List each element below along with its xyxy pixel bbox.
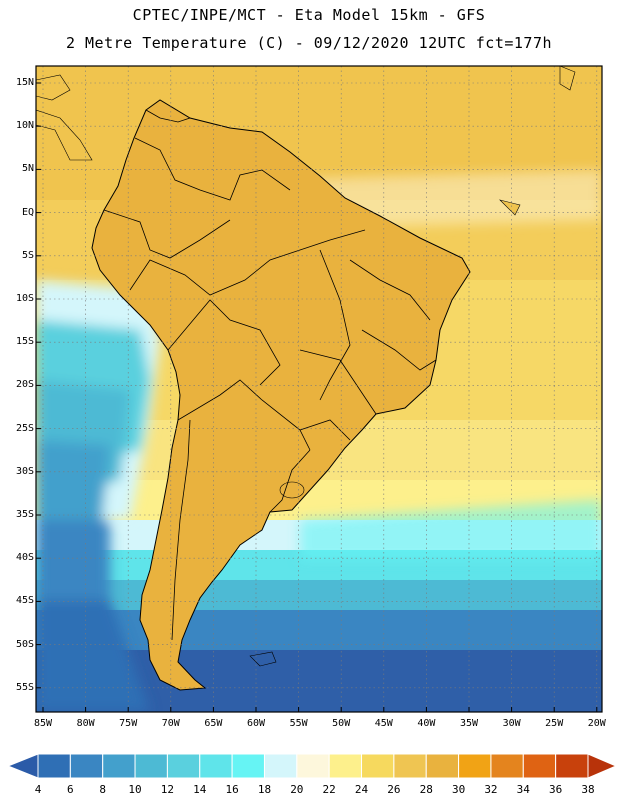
lagoa-dos-patos — [279, 481, 305, 499]
lat-label: 45S — [15, 595, 34, 607]
colorbar-swatch — [263, 753, 298, 779]
falkland-islands — [249, 651, 277, 667]
lat-label: 10S — [15, 293, 34, 304]
colorbar-swatch — [393, 753, 427, 779]
colorbar — [6, 753, 618, 779]
lon-label: 35W — [459, 718, 479, 729]
colorbar-swatch — [328, 753, 363, 779]
lon-label: 65W — [204, 718, 223, 729]
lon-label: 85W — [33, 718, 53, 729]
colorbar-label: 36 — [549, 783, 563, 796]
lat-label: 25S — [15, 422, 34, 434]
lat-label: 35S — [15, 509, 34, 520]
chart-title-line1: CPTEC/INPE/MCT - Eta Model 15km - GFS — [132, 6, 486, 24]
lat-label: 15N — [15, 77, 34, 88]
colorbar-label: 8 — [99, 783, 107, 796]
colorbar-label: 16 — [225, 783, 239, 796]
colorbar-label: 22 — [322, 783, 336, 796]
colorbar-label: 18 — [257, 783, 272, 796]
colorbar-swatch — [37, 753, 71, 779]
colorbar-label: 38 — [581, 783, 595, 796]
map-frame — [35, 65, 603, 713]
lon-label: 45W — [374, 718, 393, 729]
colorbar-label: 34 — [516, 783, 530, 796]
lat-label: 50S — [15, 638, 34, 650]
chart-title-line2: 2 Metre Temperature (C) - 09/12/2020 12U… — [65, 34, 553, 52]
colorbar-swatch — [166, 753, 201, 779]
lon-label: 40W — [417, 718, 436, 729]
colorbar-swatch — [296, 753, 330, 779]
colorbar-label: 12 — [160, 783, 175, 796]
colorbar-label: 20 — [290, 783, 304, 796]
colorbar-swatch — [231, 753, 265, 779]
colorbar-label: 26 — [387, 783, 401, 796]
lon-label: 75W — [119, 718, 138, 729]
colorbar-label: 28 — [419, 783, 433, 796]
lon-label: 20W — [587, 718, 606, 729]
colorbar-swatch — [6, 753, 39, 779]
colorbar-swatch — [134, 753, 168, 779]
colorbar-swatch — [522, 753, 557, 779]
colorbar-label: 10 — [128, 783, 142, 796]
lon-label: 50W — [332, 718, 351, 729]
colorbar-label: 24 — [354, 783, 369, 796]
colorbar-label: 30 — [451, 783, 466, 796]
lon-label: 70W — [161, 718, 180, 729]
colorbar-label: 32 — [484, 783, 498, 796]
lat-label: 15S — [15, 336, 34, 348]
colorbar-swatch — [69, 753, 104, 779]
colorbar-label: 14 — [193, 783, 207, 796]
lat-label: 5N — [21, 163, 34, 175]
lat-label: 20S — [15, 379, 34, 391]
lon-label: 55W — [289, 718, 308, 729]
colorbar-label: 6 — [67, 783, 74, 796]
lat-label: 5S — [21, 249, 34, 261]
colorbar-swatch — [425, 753, 460, 779]
lat-label: 40S — [15, 552, 34, 564]
lon-label: 30W — [502, 718, 521, 729]
colorbar-swatch — [458, 753, 492, 779]
colorbar-swatch — [490, 753, 524, 779]
lon-label: 80W — [76, 718, 95, 729]
lon-label: 60W — [246, 718, 266, 729]
colorbar-label: 4 — [34, 783, 42, 796]
lat-label: 55S — [15, 681, 34, 693]
colorbar-swatch — [361, 753, 395, 779]
lon-label: 25W — [545, 718, 564, 729]
map-field — [36, 66, 602, 712]
colorbar-swatch — [555, 753, 589, 779]
country-borders — [103, 109, 437, 641]
lat-label: EQ — [21, 206, 34, 218]
colorbar-swatch — [199, 753, 233, 779]
colorbar-swatch — [587, 753, 618, 779]
colorbar-swatch — [102, 753, 136, 779]
lat-label: 10N — [15, 120, 34, 132]
lat-label: 30S — [15, 465, 34, 477]
caribbean-islands — [36, 66, 576, 216]
